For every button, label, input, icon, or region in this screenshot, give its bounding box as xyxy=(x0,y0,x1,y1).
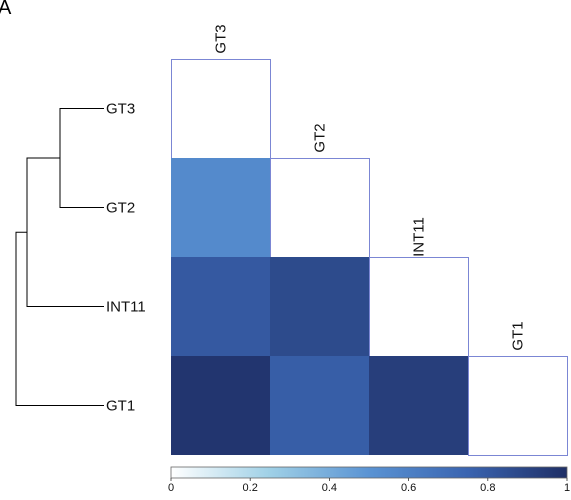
cell-int11-gt2 xyxy=(270,257,369,356)
cell-gt1-gt3 xyxy=(171,356,270,455)
row-labels: GT3 GT2 INT11 GT1 xyxy=(106,101,146,415)
dendrogram-branch xyxy=(15,231,104,406)
row-label-gt1: GT1 xyxy=(106,398,135,415)
column-label-int11: INT11 xyxy=(411,217,428,257)
colorbar-tick-label: 0 xyxy=(168,482,174,494)
diagonal-cell-int11 xyxy=(369,257,469,357)
row-label-gt3: GT3 xyxy=(106,101,135,118)
heatmap-cells xyxy=(171,59,568,456)
column-labels: GT3 GT2 INT11 GT1 xyxy=(213,24,527,350)
colorbar-tick-label: 0.8 xyxy=(480,482,495,494)
diagonal-cell-gt3 xyxy=(171,59,271,159)
cell-int11-gt3 xyxy=(171,257,270,356)
colorbar: 0 0.2 0.4 0.6 0.8 1 xyxy=(168,466,570,494)
column-label-gt3: GT3 xyxy=(213,24,230,53)
dendrogram-branch xyxy=(26,157,104,307)
colorbar-tick-label: 0.6 xyxy=(401,482,416,494)
colorbar-tick-label: 1 xyxy=(564,482,570,494)
cell-gt2-gt3 xyxy=(171,158,270,257)
row-label-gt2: GT2 xyxy=(106,200,135,217)
row-label-int11: INT11 xyxy=(106,299,146,316)
cell-gt1-int11 xyxy=(369,356,468,455)
colorbar-gradient xyxy=(170,466,568,479)
diagonal-cell-gt2 xyxy=(270,158,370,258)
colorbar-tick-label: 0.2 xyxy=(243,482,258,494)
column-label-gt1: GT1 xyxy=(510,321,527,350)
panel-label: A xyxy=(0,0,12,19)
dendrogram-branch xyxy=(59,108,104,208)
colorbar-tick-label: 0.4 xyxy=(322,482,337,494)
dendrogram xyxy=(15,108,104,406)
column-label-gt2: GT2 xyxy=(312,123,329,152)
diagonal-cell-gt1 xyxy=(468,356,568,456)
cell-gt1-gt2 xyxy=(270,356,369,455)
